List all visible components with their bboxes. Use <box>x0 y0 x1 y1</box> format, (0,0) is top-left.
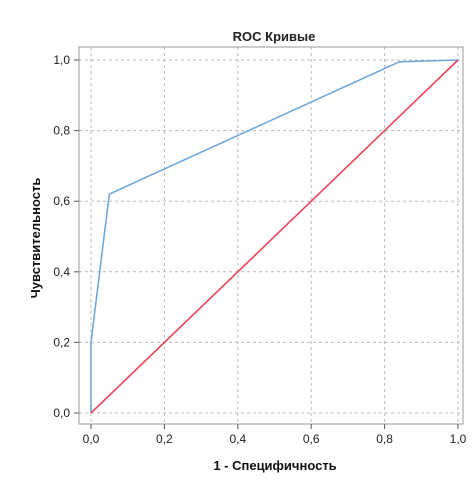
x-tick-label: 0,6 <box>303 432 320 446</box>
axis-ticks: 0,0 0,2 0,4 0,6 0,8 1,0 0,0 0,2 0,4 0,6 0,8 1,0 <box>53 53 466 446</box>
x-tick-label: 0,8 <box>376 432 393 446</box>
x-tick-label: 1,0 <box>450 432 467 446</box>
y-tick-label: 0,4 <box>53 265 70 279</box>
x-axis-label: 1 - Специфичность <box>213 458 336 473</box>
series-layer <box>90 59 459 414</box>
reference-line <box>90 59 459 414</box>
x-tick-label: 0,4 <box>229 432 246 446</box>
y-tick-label: 0,2 <box>53 335 70 349</box>
y-axis-label: Чувствительность <box>28 178 43 299</box>
x-tick-label: 0,2 <box>156 432 173 446</box>
x-tick-label: 0,0 <box>83 432 100 446</box>
y-tick-label: 1,0 <box>53 53 70 67</box>
grid <box>79 47 463 424</box>
chart-title: ROC Кривые <box>233 29 316 44</box>
y-tick-label: 0,6 <box>53 194 70 208</box>
roc-curve-line <box>90 59 459 413</box>
y-tick-label: 0,8 <box>53 124 70 138</box>
plot-frame <box>78 46 464 425</box>
y-tick-label: 0,0 <box>53 406 70 420</box>
